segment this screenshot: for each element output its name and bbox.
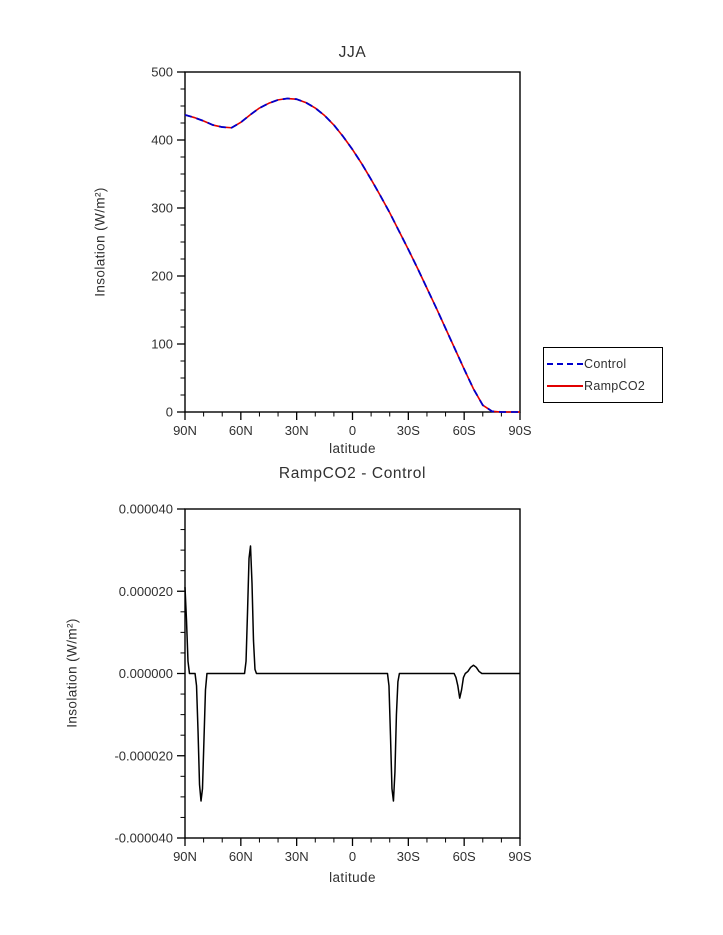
legend-box: Control RampCO2 bbox=[543, 347, 663, 403]
jja-chart-title: JJA bbox=[338, 44, 367, 61]
x-tick-label: 60S bbox=[453, 423, 476, 438]
y-tick-label: 0.000040 bbox=[119, 502, 173, 517]
x-tick-label: 90N bbox=[173, 423, 197, 438]
diff-y-axis-label: Insolation (W/m²) bbox=[64, 618, 80, 728]
series-rampco2 bbox=[184, 97, 520, 413]
diff-chart-title: RampCO2 - Control bbox=[278, 465, 427, 482]
x-tick-label: 60N bbox=[229, 849, 253, 864]
y-tick-label: -0.000020 bbox=[114, 748, 173, 763]
legend-item-rampco2: RampCO2 bbox=[547, 375, 659, 397]
y-tick-label: 0.000000 bbox=[119, 666, 173, 681]
jja-frame bbox=[184, 71, 521, 413]
y-tick-label: 300 bbox=[151, 201, 173, 216]
jja-plot-area: 90N 60N 30N 0 30S 60S 90S 0 100 200 300 400 500 bbox=[151, 65, 532, 439]
x-tick-label: 90S bbox=[508, 849, 531, 864]
x-tick-label: 90N bbox=[173, 849, 197, 864]
y-tick-label: 0 bbox=[166, 405, 173, 420]
series-control bbox=[184, 97, 520, 413]
jja-x-axis-label: latitude bbox=[329, 441, 376, 456]
series-rampco2-control bbox=[184, 545, 520, 802]
diff-x-axis-label: latitude bbox=[329, 870, 376, 885]
y-tick-label: 100 bbox=[151, 337, 173, 352]
rampco2-line-sample bbox=[547, 385, 583, 387]
y-tick-label: 400 bbox=[151, 133, 173, 148]
x-tick-label: 30N bbox=[285, 849, 309, 864]
y-tick-label: 500 bbox=[151, 65, 173, 80]
x-tick-label: 30S bbox=[397, 423, 420, 438]
x-tick-label: 30N bbox=[285, 423, 309, 438]
x-tick-label: 60S bbox=[453, 849, 476, 864]
legend-label-control: Control bbox=[584, 357, 627, 371]
legend-item-control: Control bbox=[547, 353, 659, 375]
diff-plot-area: 90N 60N 30N 0 30S 60S 90S -0.000040 -0.000020 0.0… bbox=[114, 502, 531, 865]
jja-y-axis-label: Insolation (W/m²) bbox=[92, 187, 108, 297]
x-tick-label: 90S bbox=[508, 423, 531, 438]
x-tick-label: 30S bbox=[397, 849, 420, 864]
x-tick-label: 0 bbox=[349, 423, 356, 438]
x-tick-label: 0 bbox=[349, 849, 356, 864]
x-tick-label: 60N bbox=[229, 423, 253, 438]
y-tick-label: -0.000040 bbox=[114, 831, 173, 846]
legend-label-rampco2: RampCO2 bbox=[584, 379, 646, 393]
control-line-sample bbox=[547, 363, 583, 365]
y-tick-label: 200 bbox=[151, 269, 173, 284]
y-tick-label: 0.000020 bbox=[119, 584, 173, 599]
